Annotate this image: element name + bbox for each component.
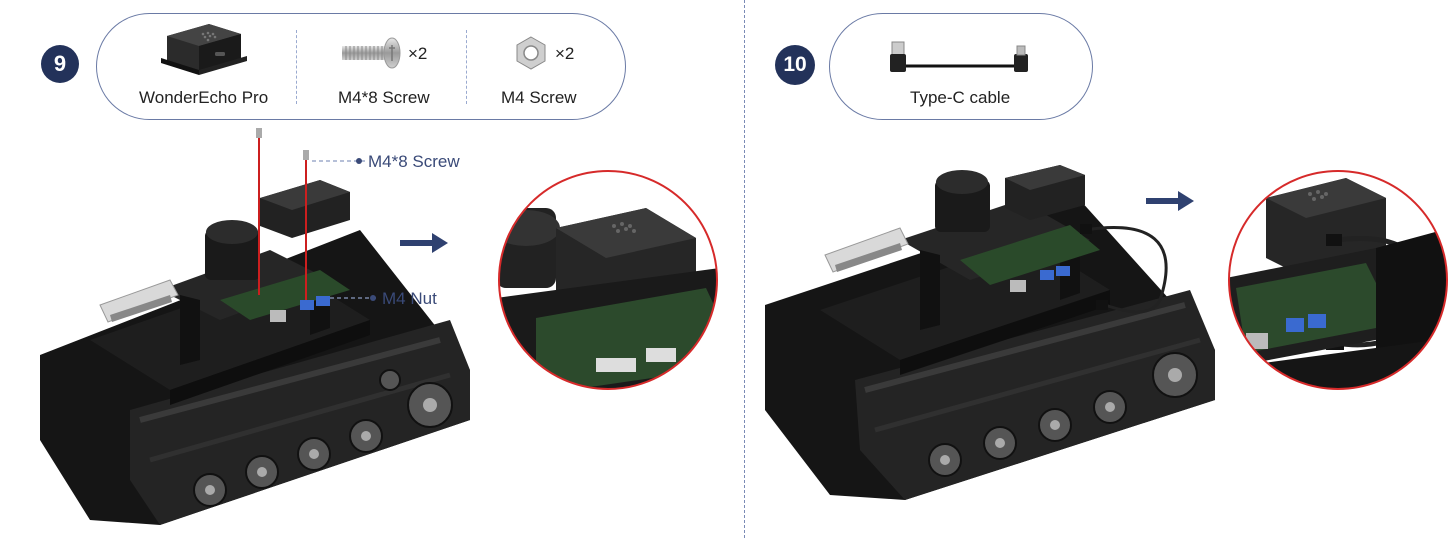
callout-dot-screw: [356, 158, 362, 164]
part-label-type-c-cable: Type-C cable: [910, 88, 1011, 107]
step-divider: [744, 0, 745, 538]
part-qty-screw: ×2: [408, 44, 428, 63]
robot-tank-step-10: [765, 165, 1215, 500]
parts-divider: [466, 30, 467, 104]
arrow-right-icon: [1146, 191, 1194, 211]
parts-divider: [296, 30, 297, 104]
step-9-badge: 9: [41, 45, 79, 83]
part-m4x8-screw: ×2 M4*8 Screw: [322, 20, 452, 115]
callout-nut: M4 Nut: [382, 289, 437, 308]
part-label-m4x8-screw: M4*8 Screw: [338, 88, 430, 107]
callout-screw: M4*8 Screw: [368, 152, 460, 171]
part-m4-nut: ×2 M4 Screw: [492, 20, 612, 115]
step-10-badge: 10: [775, 45, 815, 85]
part-qty-nut: ×2: [555, 44, 575, 63]
zoom-detail-circle-step-9: [498, 170, 718, 390]
callout-dot-nut: [370, 295, 376, 301]
part-wonderecho-pro: WonderEcho Pro: [137, 20, 269, 115]
step-9-parts-box: WonderEcho Pro ×: [96, 13, 626, 120]
step-10-parts-box: Type-C cable: [829, 13, 1093, 120]
part-label-wonderecho-pro: WonderEcho Pro: [139, 88, 269, 107]
part-type-c-cable: Type-C cable: [870, 20, 1050, 115]
robot-tank-step-9: [40, 128, 470, 525]
zoom-detail-circle-step-10: [1228, 170, 1448, 390]
arrow-right-icon: [400, 233, 448, 253]
part-label-m4-nut: M4 Screw: [501, 88, 577, 107]
